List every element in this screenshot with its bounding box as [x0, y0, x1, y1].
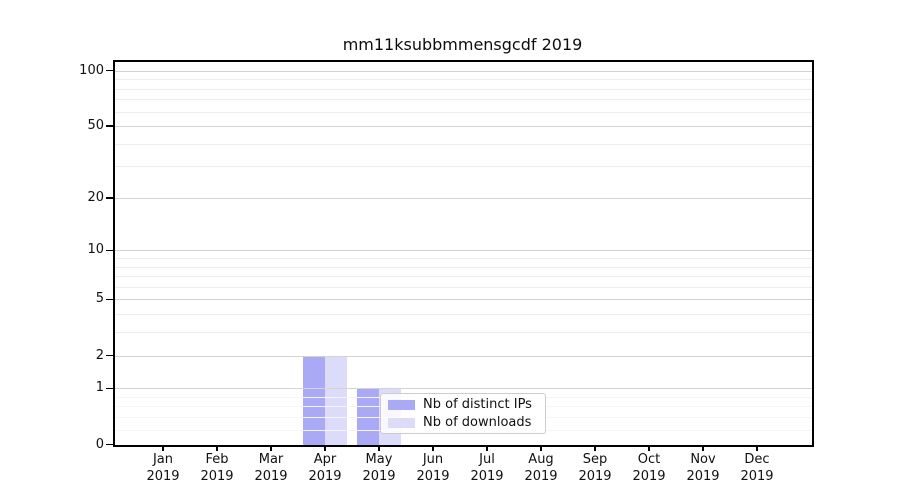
minor-gridline — [114, 88, 812, 90]
x-tick-mark — [594, 446, 596, 451]
x-tick-month: Nov — [690, 452, 716, 467]
y-tick-mark — [106, 387, 113, 389]
x-tick-year: 2019 — [308, 468, 342, 484]
major-gridline — [114, 388, 812, 390]
x-tick-year: 2019 — [362, 468, 396, 484]
x-tick-mark — [540, 446, 542, 451]
x-tick-month: Jul — [479, 452, 495, 467]
y-tick-mark — [106, 354, 113, 357]
major-gridline — [114, 355, 812, 357]
x-tick-label: Jan 2019 — [133, 452, 193, 485]
x-tick-mark — [378, 446, 380, 451]
minor-gridline — [114, 143, 812, 145]
x-tick-label: Dec 2019 — [727, 452, 787, 485]
x-tick-mark — [162, 446, 164, 451]
chart-title: mm11ksubbmmensgcdf 2019 — [342, 35, 583, 54]
plot-area — [112, 59, 814, 447]
minor-gridline — [114, 276, 812, 278]
y-tick-label: 50 — [87, 118, 104, 134]
major-gridline — [114, 299, 812, 301]
y-tick-mark — [106, 70, 113, 72]
x-tick-month: Mar — [258, 452, 284, 467]
bar-apr-downloads — [325, 355, 347, 445]
x-tick-label: Aug 2019 — [511, 452, 571, 485]
major-gridline — [114, 197, 812, 199]
legend-label-distinct-ips: Nb of distinct IPs — [423, 397, 532, 412]
x-tick-mark — [702, 446, 704, 451]
y-tick-mark — [106, 249, 113, 251]
x-tick-month: Jun — [422, 452, 444, 467]
legend: Nb of distinct IPs Nb of downloads — [380, 393, 546, 434]
y-tick-label: 10 — [87, 242, 104, 258]
x-tick-month: Apr — [313, 452, 337, 467]
y-tick-mark — [106, 197, 113, 199]
y-tick-mark — [106, 125, 113, 127]
x-tick-label: Oct 2019 — [619, 452, 679, 485]
x-tick-year: 2019 — [416, 468, 450, 484]
x-tick-year: 2019 — [578, 468, 612, 484]
y-tick-label: 5 — [95, 291, 104, 307]
x-tick-month: Sep — [582, 452, 608, 467]
minor-gridline — [114, 79, 812, 81]
x-tick-mark — [486, 446, 488, 451]
y-tick-mark — [106, 298, 113, 301]
x-tick-year: 2019 — [146, 468, 180, 484]
major-gridline — [114, 250, 812, 252]
x-tick-year: 2019 — [470, 468, 504, 484]
legend-label-downloads: Nb of downloads — [423, 415, 532, 430]
x-tick-year: 2019 — [686, 468, 720, 484]
x-tick-mark — [648, 446, 650, 451]
minor-gridline — [114, 332, 812, 334]
x-tick-year: 2019 — [740, 468, 774, 484]
x-tick-month: Aug — [528, 452, 554, 467]
minor-gridline — [114, 286, 812, 288]
y-tick-mark — [106, 443, 113, 446]
x-tick-label: Mar 2019 — [241, 452, 301, 485]
x-tick-month: Jan — [152, 452, 174, 467]
x-tick-mark — [756, 446, 758, 451]
y-tick-label: 2 — [95, 347, 104, 363]
major-gridline — [114, 70, 812, 72]
y-tick-label: 100 — [79, 62, 104, 78]
x-tick-mark — [216, 446, 218, 451]
legend-swatch-distinct-ips — [388, 399, 415, 410]
minor-gridline — [114, 99, 812, 101]
bar-apr-distinct-ips — [303, 355, 325, 445]
x-tick-label: Jun 2019 — [403, 452, 463, 485]
x-tick-label: Apr 2019 — [295, 452, 355, 485]
x-tick-mark — [432, 446, 434, 451]
x-tick-year: 2019 — [200, 468, 234, 484]
legend-item-distinct-ips: Nb of distinct IPs — [388, 397, 538, 412]
y-tick-label: 1 — [95, 380, 104, 396]
legend-swatch-downloads — [388, 417, 415, 428]
x-tick-label: Nov 2019 — [673, 452, 733, 485]
legend-item-downloads: Nb of downloads — [388, 415, 538, 430]
x-tick-year: 2019 — [254, 468, 288, 484]
x-tick-label: Sep 2019 — [565, 452, 625, 485]
minor-gridline — [114, 266, 812, 268]
x-tick-label: Jul 2019 — [457, 452, 517, 485]
x-tick-mark — [324, 446, 326, 451]
x-tick-month: May — [365, 452, 393, 467]
minor-gridline — [114, 111, 812, 113]
x-tick-year: 2019 — [632, 468, 666, 484]
x-tick-label: Feb 2019 — [187, 452, 247, 485]
x-tick-label: May 2019 — [349, 452, 409, 485]
x-tick-year: 2019 — [524, 468, 558, 484]
minor-gridline — [114, 258, 812, 259]
minor-gridline — [114, 166, 812, 168]
x-tick-month: Dec — [744, 452, 770, 467]
x-tick-month: Feb — [205, 452, 229, 467]
x-tick-mark — [270, 446, 272, 451]
y-tick-label: 20 — [87, 189, 104, 205]
minor-gridline — [114, 314, 812, 316]
y-tick-label: 0 — [95, 436, 104, 452]
major-gridline — [114, 126, 812, 128]
x-tick-month: Oct — [637, 452, 661, 467]
